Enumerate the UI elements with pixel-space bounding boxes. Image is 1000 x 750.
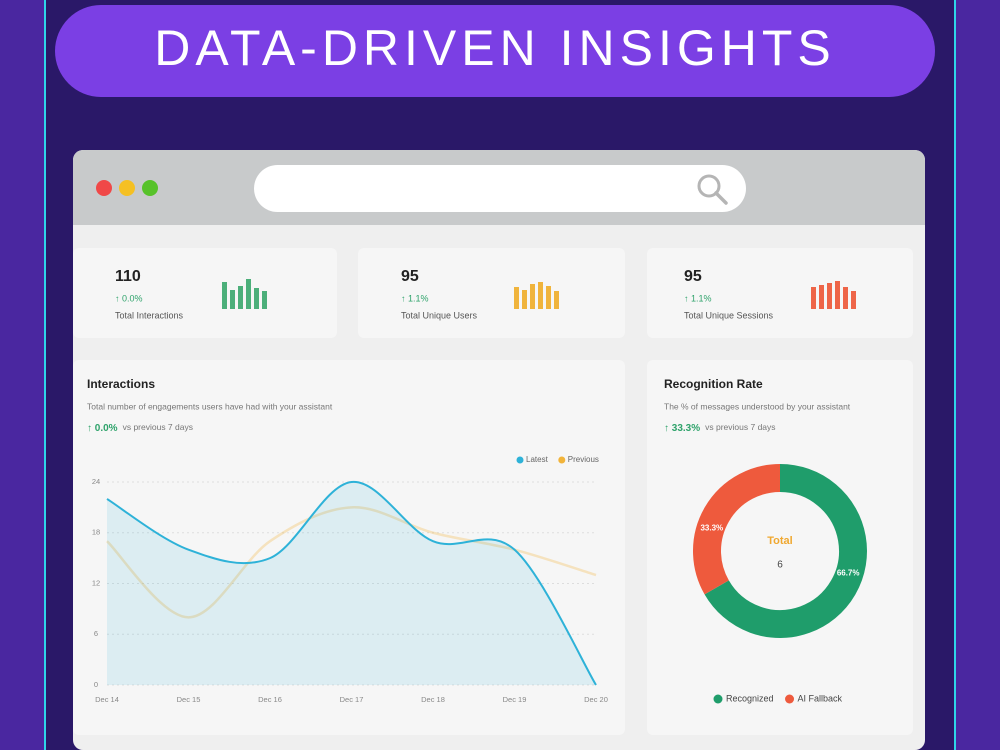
card-subtitle: Total number of engagements users have h… <box>87 401 333 411</box>
window-dot <box>142 180 158 196</box>
x-tick-label: Dec 20 <box>584 695 608 704</box>
kpi-change: ↑ 1.1% <box>401 293 429 303</box>
kpi-value: 95 <box>684 268 702 285</box>
change-value: ↑ 0.0% <box>87 423 118 434</box>
window-dot <box>119 180 135 196</box>
legend-marker <box>516 456 524 464</box>
side-panel <box>0 0 45 750</box>
kpi-card <box>73 248 337 338</box>
x-tick-label: Dec 17 <box>340 695 364 704</box>
kpi-icon <box>222 279 267 309</box>
kpi-label: Total Interactions <box>115 310 184 320</box>
search-icon[interactable] <box>697 174 721 198</box>
card-subtitle: The % of messages understood by your ass… <box>664 401 851 411</box>
change: ↑ 33.3% vs previous 7 days <box>664 422 776 433</box>
kpi-change: ↑ 1.1% <box>684 293 712 303</box>
kpi-label: Total Unique Users <box>401 310 478 320</box>
change-note: vs previous 7 days <box>123 422 193 432</box>
line <box>106 480 597 686</box>
y-tick-label: 6 <box>94 629 98 638</box>
y-tick-label: 0 <box>94 680 98 689</box>
change-note: vs previous 7 days <box>705 422 775 432</box>
banner-title: DATA-DRIVEN INSIGHTS <box>154 20 836 76</box>
card-title: Recognition Rate <box>664 377 763 391</box>
kpi-icon <box>811 281 856 309</box>
pie-slice <box>704 464 867 638</box>
y-tick-label: 24 <box>92 477 100 486</box>
kpi-card <box>647 248 913 338</box>
kpi-icon <box>514 282 559 309</box>
legend-marker <box>713 694 723 704</box>
search-bar[interactable] <box>254 165 746 212</box>
legend-label: Recognized <box>726 693 774 703</box>
change-value: ↑ 33.3% <box>664 423 700 434</box>
kpi-label: Total Unique Sessions <box>684 310 774 320</box>
y-tick-label: 12 <box>92 578 100 587</box>
y-tick-label: 18 <box>92 528 100 537</box>
card-title: Interactions <box>87 377 155 391</box>
x-tick-label: Dec 16 <box>258 695 282 704</box>
kpi-value: 95 <box>401 268 419 285</box>
legend-marker <box>558 456 566 464</box>
value-label: 33.3% <box>700 524 723 533</box>
search-icon <box>714 191 728 205</box>
legend-label: AI Fallback <box>798 693 843 703</box>
pie-slice <box>693 464 781 595</box>
legend-marker <box>785 694 795 704</box>
legend-label: Latest <box>526 455 549 464</box>
kpi-value: 110 <box>115 268 141 285</box>
x-tick-label: Dec 14 <box>95 695 119 704</box>
center-value: 6 <box>777 560 783 571</box>
chart-card <box>73 360 625 735</box>
side-panel <box>955 0 1000 750</box>
center-label: Total <box>767 535 792 547</box>
value-label: 66.7% <box>837 569 860 578</box>
change: ↑ 0.0% vs previous 7 days <box>87 422 193 433</box>
window-dot <box>96 180 112 196</box>
kpi-change: ↑ 0.0% <box>115 293 143 303</box>
legend-label: Previous <box>568 455 599 464</box>
kpi-card <box>358 248 625 338</box>
x-tick-label: Dec 15 <box>177 695 201 704</box>
area <box>107 481 596 685</box>
banner <box>55 5 935 97</box>
x-tick-label: Dec 18 <box>421 695 445 704</box>
chart-card <box>647 360 913 735</box>
x-tick-label: Dec 19 <box>503 695 527 704</box>
